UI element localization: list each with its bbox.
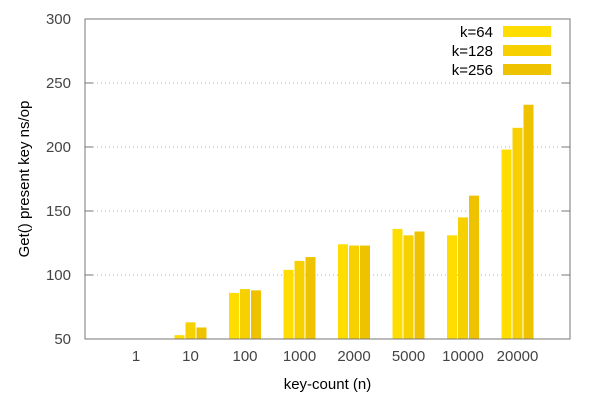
x-axis-label: key-count (n) bbox=[284, 376, 372, 393]
bar bbox=[523, 104, 534, 339]
grid bbox=[85, 82, 570, 276]
bar bbox=[229, 292, 239, 339]
bar bbox=[403, 235, 414, 339]
bar bbox=[294, 260, 305, 339]
y-tick-label: 50 bbox=[54, 331, 71, 348]
bar bbox=[174, 335, 185, 339]
bar bbox=[240, 289, 250, 339]
bars bbox=[174, 104, 534, 339]
y-tick-label: 100 bbox=[46, 267, 71, 284]
legend-label: k=64 bbox=[460, 24, 493, 41]
bar bbox=[392, 228, 403, 339]
bar bbox=[338, 244, 348, 339]
bar bbox=[414, 231, 425, 339]
bar bbox=[501, 149, 512, 339]
bar bbox=[305, 257, 316, 339]
x-tick-label: 10000 bbox=[442, 348, 484, 365]
x-tick-label: 5000 bbox=[392, 348, 425, 365]
bar bbox=[458, 217, 468, 339]
legend-swatch bbox=[503, 64, 551, 75]
y-tick-label: 150 bbox=[46, 203, 71, 220]
y-tick-label: 250 bbox=[46, 75, 71, 92]
plot-frame bbox=[84, 18, 571, 340]
y-tick-label: 300 bbox=[46, 11, 71, 28]
legend: k=64 k=128 k=256 bbox=[452, 24, 551, 79]
bar bbox=[360, 245, 370, 339]
bar bbox=[251, 290, 261, 339]
bar bbox=[349, 245, 359, 339]
x-tick-label: 20000 bbox=[497, 348, 539, 365]
x-tick-label: 10 bbox=[182, 348, 199, 365]
bar bbox=[283, 269, 294, 339]
x-tick-label: 1000 bbox=[283, 348, 316, 365]
ticks: 50 100 150 200 250 300 1 10 100 1000 2000 5000 10000… bbox=[46, 11, 570, 365]
bar bbox=[447, 235, 457, 339]
bar bbox=[196, 327, 207, 339]
x-tick-label: 2000 bbox=[337, 348, 370, 365]
y-axis-label: Get() present key ns/op bbox=[16, 101, 33, 258]
x-tick-label: 1 bbox=[132, 348, 140, 365]
y-tick-label: 200 bbox=[46, 139, 71, 156]
bar bbox=[185, 322, 196, 339]
legend-swatch bbox=[503, 45, 551, 56]
legend-label: k=128 bbox=[452, 43, 493, 60]
bar bbox=[469, 195, 479, 339]
x-tick-label: 100 bbox=[232, 348, 257, 365]
bar bbox=[512, 127, 523, 339]
legend-swatch bbox=[503, 26, 551, 37]
legend-label: k=256 bbox=[452, 62, 493, 79]
